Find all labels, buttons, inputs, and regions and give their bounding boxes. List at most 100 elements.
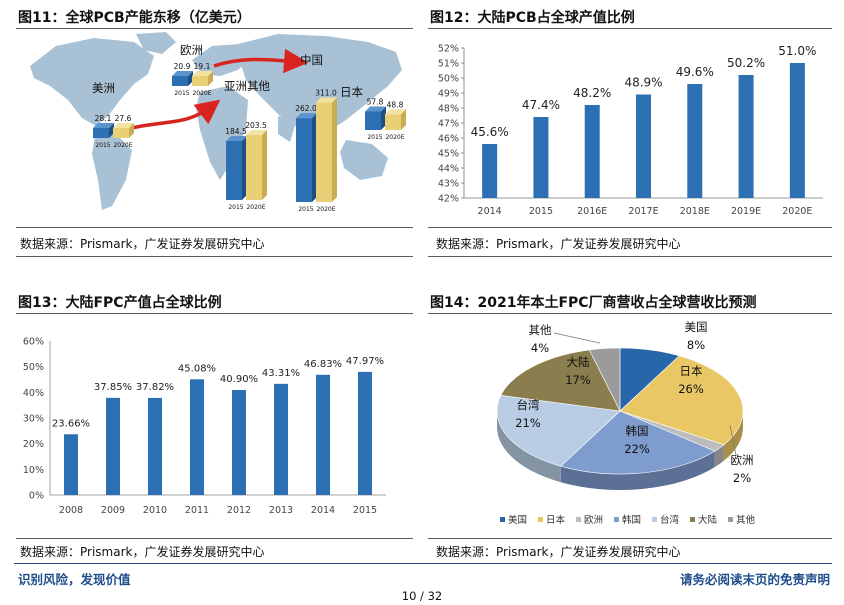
pie-label-name: 日本 — [680, 364, 703, 378]
bar-value-label: 46.83% — [304, 359, 342, 370]
region-bar-side — [312, 113, 317, 202]
fig12-title-rule — [428, 28, 832, 29]
region-bar-year: 2015 — [367, 134, 382, 141]
legend-label: 台湾 — [660, 514, 680, 526]
bar-value-label: 47.4% — [522, 98, 560, 112]
footer-disclaimer-link[interactable]: 请务必阅读末页的免责声明 — [679, 572, 830, 587]
y-tick-label: 47% — [438, 119, 459, 130]
region-bar-top — [246, 129, 267, 135]
fig14-title-rule — [428, 313, 832, 314]
region-label: 日本 — [340, 85, 363, 99]
bar-value-label: 37.85% — [94, 382, 132, 393]
bar-value-label: 50.2% — [727, 56, 765, 70]
pie-label-value: 17% — [565, 373, 591, 387]
bar-value-label: 48.2% — [573, 86, 611, 100]
leader-line-other — [553, 332, 601, 344]
bar — [738, 75, 754, 198]
legend-swatch — [690, 517, 695, 522]
y-tick-label: 46% — [438, 134, 459, 145]
footer-rule — [14, 563, 832, 564]
region-bar-year: 2015 — [228, 204, 243, 211]
pie-label-name: 欧洲 — [731, 453, 754, 467]
bar — [482, 144, 498, 198]
y-tick-label: 20% — [23, 439, 44, 450]
leader-line-europe — [729, 424, 737, 456]
pie-label-value: 8% — [687, 338, 705, 352]
region-bar-value: 57.8 — [367, 98, 384, 107]
fig13-title-rule — [16, 313, 413, 314]
bar — [789, 63, 805, 198]
page-number: 10 / 32 — [401, 589, 443, 603]
fig14-source: 数据来源：Prismark，广发证券发展研究中心 — [436, 545, 681, 559]
y-tick-label: 0% — [29, 491, 44, 502]
pie-label-name: 台湾 — [517, 398, 540, 412]
pie-slice — [560, 410, 716, 475]
region-bar-side — [401, 109, 406, 130]
region-label: 欧洲 — [180, 43, 203, 57]
bar — [232, 390, 246, 495]
legend-label: 韩国 — [622, 514, 641, 526]
bar — [190, 379, 204, 495]
pie-label-name: 美国 — [685, 320, 708, 334]
fig11-bars: 美洲 28.1 2015 27.6 2020E 欧洲 20.9 2015 19.1 2020E 亚洲… — [92, 43, 406, 213]
region-bar-value: 184.5 — [225, 127, 247, 136]
y-tick-label: 30% — [23, 414, 44, 425]
footer-slogan: 识别风险，发现价值 — [18, 572, 131, 587]
legend-swatch — [538, 517, 543, 522]
region-bar-side — [381, 106, 386, 130]
fig13-source: 数据来源：Prismark，广发证券发展研究中心 — [20, 545, 265, 559]
bar-value-label: 48.9% — [624, 76, 662, 90]
fig11-source-rule-top — [16, 227, 413, 228]
x-tick-label: 2008 — [59, 505, 83, 516]
fig13-title: 图13：大陆FPC产值占全球比例 — [18, 295, 222, 311]
region-bar-side — [332, 97, 337, 202]
region-bar-value: 48.8 — [387, 100, 404, 109]
region-bar-side — [262, 129, 267, 200]
bar — [687, 84, 703, 198]
fig12-source-rule-top — [428, 227, 832, 228]
y-tick-label: 49% — [438, 89, 459, 100]
region-bar-year: 2020E — [385, 134, 404, 141]
x-tick-label: 2020E — [782, 206, 812, 217]
pie-slice-side — [714, 444, 724, 468]
legend-swatch — [576, 517, 581, 522]
x-tick-label: 2014 — [478, 206, 502, 217]
fig11-source-rule-bottom — [16, 256, 413, 257]
legend-label: 欧洲 — [584, 514, 603, 526]
region-bar — [365, 111, 381, 130]
bar-value-label: 45.6% — [471, 125, 509, 139]
region-bar-top — [172, 71, 193, 76]
pie-slice-side — [560, 451, 715, 490]
pie-label-value: 2% — [733, 471, 751, 485]
y-tick-label: 48% — [438, 104, 459, 115]
legend-swatch — [500, 517, 505, 522]
region-bar — [93, 128, 109, 138]
region-bar-value: 311.0 — [315, 88, 337, 97]
region-bar-top — [385, 109, 406, 115]
region-bar-year: 2015 — [174, 90, 189, 97]
region-bar — [296, 118, 312, 202]
fig12-source-rule-bottom — [428, 256, 832, 257]
bar — [274, 383, 288, 495]
region-bar-top — [316, 97, 337, 103]
region-bar-year: 2020E — [316, 206, 335, 213]
region-bar-value: 28.1 — [95, 114, 112, 123]
region-bar-value: 262.0 — [295, 104, 317, 113]
region-bar-year: 2020E — [246, 204, 265, 211]
region-bar — [385, 114, 401, 130]
bar — [148, 397, 162, 495]
bar — [636, 94, 651, 198]
x-tick-label: 2015 — [353, 505, 377, 516]
fig11-title: 图11：全球PCB产能东移（亿美元） — [18, 10, 251, 26]
region-bar-value: 27.6 — [115, 114, 132, 123]
legend-label: 其他 — [736, 514, 756, 526]
bar — [584, 105, 600, 198]
bar — [533, 117, 549, 198]
shift-arrow-europe — [213, 48, 309, 74]
fig14-title: 图14：2021年本土FPC厂商营收占全球营收比预测 — [430, 295, 757, 311]
fig12-title: 图12：大陆PCB占全球产值比例 — [430, 10, 635, 26]
x-tick-label: 2017E — [628, 206, 658, 217]
region-bar — [172, 76, 188, 86]
region-label: 亚洲其他 — [224, 79, 270, 93]
